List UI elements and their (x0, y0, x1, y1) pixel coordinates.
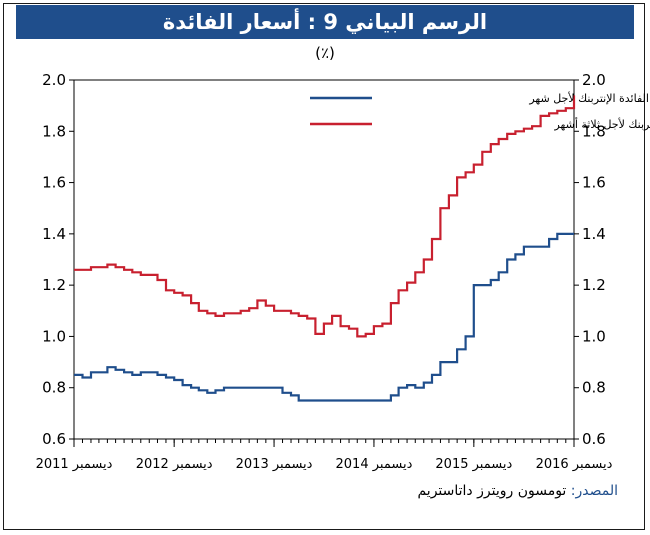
legend-label-1: أسعار الفائدة الإنتربنك لأجل شهر (528, 91, 650, 105)
y-tick-label-left: 2.0 (42, 71, 66, 89)
chart-series (74, 95, 576, 402)
series-line-2 (74, 95, 576, 338)
plot-border (73, 79, 575, 440)
source-note: المصدر: تومسون رويترز داتاستريم (417, 483, 618, 499)
source-text: تومسون رويترز داتاستريم (417, 483, 567, 499)
y-tick-label-left: 0.6 (42, 430, 66, 448)
y-tick-label-left: 0.8 (42, 379, 66, 397)
y-tick-label-left: 1.4 (42, 225, 66, 243)
y-tick-label-left: 1.8 (42, 122, 66, 140)
y-tick-label-right: 1.2 (582, 276, 606, 294)
x-tick-label: ديسمبر 2016 (536, 457, 613, 472)
chart-title: الرسم البياني 9 : أسعار الفائدة (16, 5, 634, 39)
y-tick-label-left: 1.0 (42, 327, 66, 345)
y-tick-label-left: 1.6 (42, 174, 66, 192)
x-tick-label: ديسمبر 2015 (435, 457, 512, 472)
chart-axes: 0.6 0.6 0.8 0.8 1.0 1.0 1.2 1.2 1.4 1.4 1.6 1.6 1.8 1… (36, 71, 613, 472)
x-tick-label: ديسمبر 2014 (336, 457, 413, 472)
y-tick-label-right: 1.4 (582, 225, 606, 243)
x-tick-label: ديسمبر 2013 (236, 457, 313, 472)
chart-legend: أسعار الفائدة الإنتربنك لأجل شهر أسعار ال… (310, 91, 650, 131)
y-tick-label-left: 1.2 (42, 276, 66, 294)
y-tick-label-right: 1.0 (582, 327, 606, 345)
y-tick-label-right: 0.8 (582, 379, 606, 397)
y-tick-label-right: 0.6 (582, 430, 606, 448)
series-line-1 (74, 232, 574, 402)
x-tick-label: ديسمبر 2012 (136, 457, 213, 472)
unit-label: (٪) (315, 44, 335, 62)
y-tick-label-right: 1.6 (582, 174, 606, 192)
x-tick-label: ديسمبر 2011 (36, 457, 113, 472)
legend-label-2: أسعار الفائدة الإنتربنك لأجل ثلاثة أشهر (553, 117, 650, 131)
source-label: المصدر: (570, 483, 618, 499)
y-tick-label-right: 1.8 (582, 122, 606, 140)
y-tick-label-right: 2.0 (582, 71, 606, 89)
